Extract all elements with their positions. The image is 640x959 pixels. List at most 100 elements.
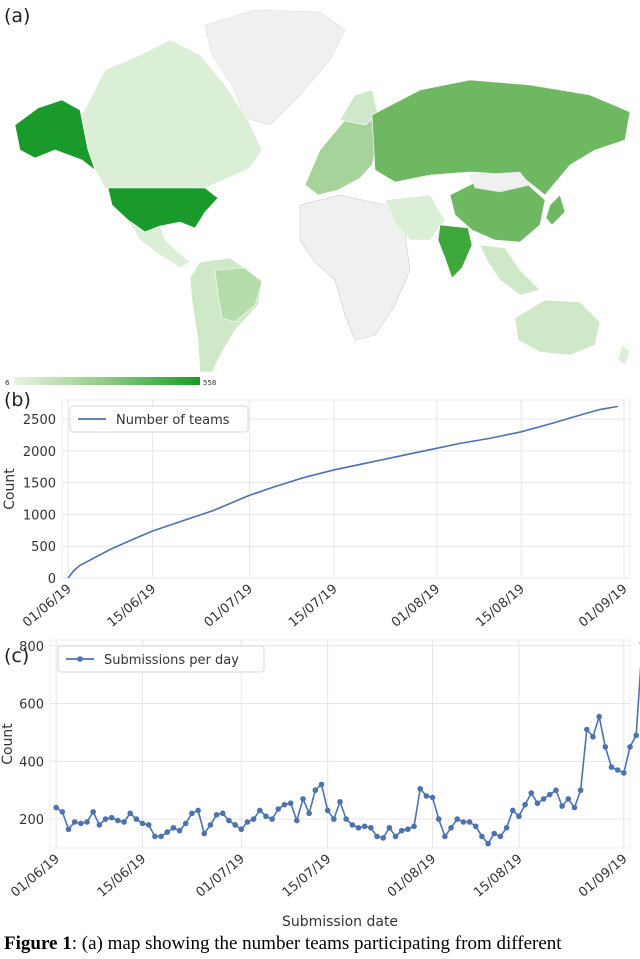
x-tick-label: 15/07/19 <box>286 582 340 631</box>
map-region-mexico <box>127 219 191 269</box>
data-point <box>152 833 158 840</box>
data-point <box>528 790 535 796</box>
x-tick-label: 01/08/19 <box>389 582 443 631</box>
data-point <box>627 744 633 750</box>
data-point <box>503 824 510 831</box>
data-point <box>65 826 72 833</box>
x-axis-label: Submission date <box>282 914 398 930</box>
data-point <box>442 833 448 840</box>
data-point <box>398 827 405 834</box>
data-point <box>497 833 504 840</box>
caption-text: : (a) map showing the number teams parti… <box>71 933 562 954</box>
data-point <box>349 822 356 828</box>
data-point <box>53 804 59 811</box>
data-point <box>614 767 621 773</box>
data-point <box>472 823 479 830</box>
data-point <box>633 732 639 739</box>
data-point <box>374 833 380 840</box>
data-point <box>127 810 134 817</box>
data-point <box>485 840 491 847</box>
map-region-usa <box>107 187 219 233</box>
legend: Number of teams <box>69 405 249 433</box>
map-region-australia <box>514 299 601 356</box>
data-point <box>59 809 66 815</box>
map-region-japan <box>545 194 566 226</box>
x-tick-label: 15/08/19 <box>473 582 527 631</box>
y-tick-label: 800 <box>19 640 44 655</box>
data-point <box>195 807 201 814</box>
y-tick-label: 0 <box>48 572 56 587</box>
map-region-southeast-asia <box>479 244 541 296</box>
y-tick-label: 1500 <box>23 477 56 492</box>
data-point <box>448 824 454 831</box>
map-region-middle-east <box>384 194 446 241</box>
data-point <box>312 787 319 794</box>
data-point <box>170 824 177 831</box>
data-point <box>540 796 547 802</box>
data-point <box>238 826 245 833</box>
data-point <box>405 826 411 833</box>
x-tick-label: 15/06/19 <box>95 852 149 901</box>
data-point <box>608 764 615 770</box>
data-point <box>306 810 312 817</box>
data-point <box>584 726 590 733</box>
data-point <box>281 801 288 808</box>
legend-box <box>57 645 265 673</box>
data-point <box>324 807 331 814</box>
data-point <box>294 817 300 824</box>
data-point <box>263 813 269 820</box>
data-point <box>226 817 232 824</box>
x-tick-label: 01/07/19 <box>202 582 256 631</box>
panel-label-a: (a) <box>4 5 30 27</box>
y-tick-label: 400 <box>19 755 44 770</box>
data-point <box>102 816 109 822</box>
data-point <box>232 822 238 828</box>
plot-area <box>49 639 631 849</box>
data-point <box>516 813 522 820</box>
colorbar-min-label: 6 <box>5 379 10 387</box>
map-region-brazil <box>214 267 263 323</box>
y-tick-label: 1000 <box>23 508 56 523</box>
x-tick-label: 01/07/19 <box>193 852 247 901</box>
data-point <box>331 816 337 822</box>
data-point <box>176 827 183 834</box>
data-point <box>491 830 498 837</box>
data-point <box>466 819 473 825</box>
data-point <box>534 800 541 807</box>
data-point <box>139 820 146 827</box>
data-point <box>269 816 275 822</box>
x-tick-label: 01/06/19 <box>8 852 62 901</box>
data-point <box>71 819 78 825</box>
data-point <box>435 816 442 822</box>
data-point <box>96 822 103 828</box>
data-point <box>250 816 257 822</box>
data-point <box>559 803 565 809</box>
x-tick-label: 15/06/19 <box>105 582 159 631</box>
data-point <box>429 794 436 801</box>
map-region-europe <box>304 114 379 196</box>
data-point <box>84 819 90 825</box>
data-point <box>386 824 393 831</box>
y-tick-label: 200 <box>19 813 44 828</box>
data-point <box>244 819 251 825</box>
data-point <box>621 770 627 776</box>
x-tick-label: 01/09/19 <box>576 852 630 901</box>
caption-bold: Figure 1 <box>4 933 72 954</box>
panel-label-b: (b) <box>4 389 31 411</box>
panel-label-c: (c) <box>4 645 29 667</box>
data-point <box>256 807 263 814</box>
data-point <box>565 796 572 802</box>
data-point <box>553 787 559 794</box>
x-tick-label: 01/08/19 <box>385 852 439 901</box>
x-tick-label: 01/09/19 <box>576 582 630 631</box>
x-tick-label: 15/07/19 <box>280 852 334 901</box>
data-point <box>546 791 553 798</box>
data-point <box>78 820 84 827</box>
legend-box <box>69 405 249 433</box>
legend-label: Submissions per day <box>104 653 239 668</box>
map-region-mongolia <box>469 171 531 193</box>
chart-b: 0 500 1000 1500 2000 2500 01/06/19 15/06/19 01/0… <box>2 399 631 662</box>
data-point <box>121 819 127 825</box>
data-point <box>158 833 164 840</box>
world-map <box>14 9 631 373</box>
